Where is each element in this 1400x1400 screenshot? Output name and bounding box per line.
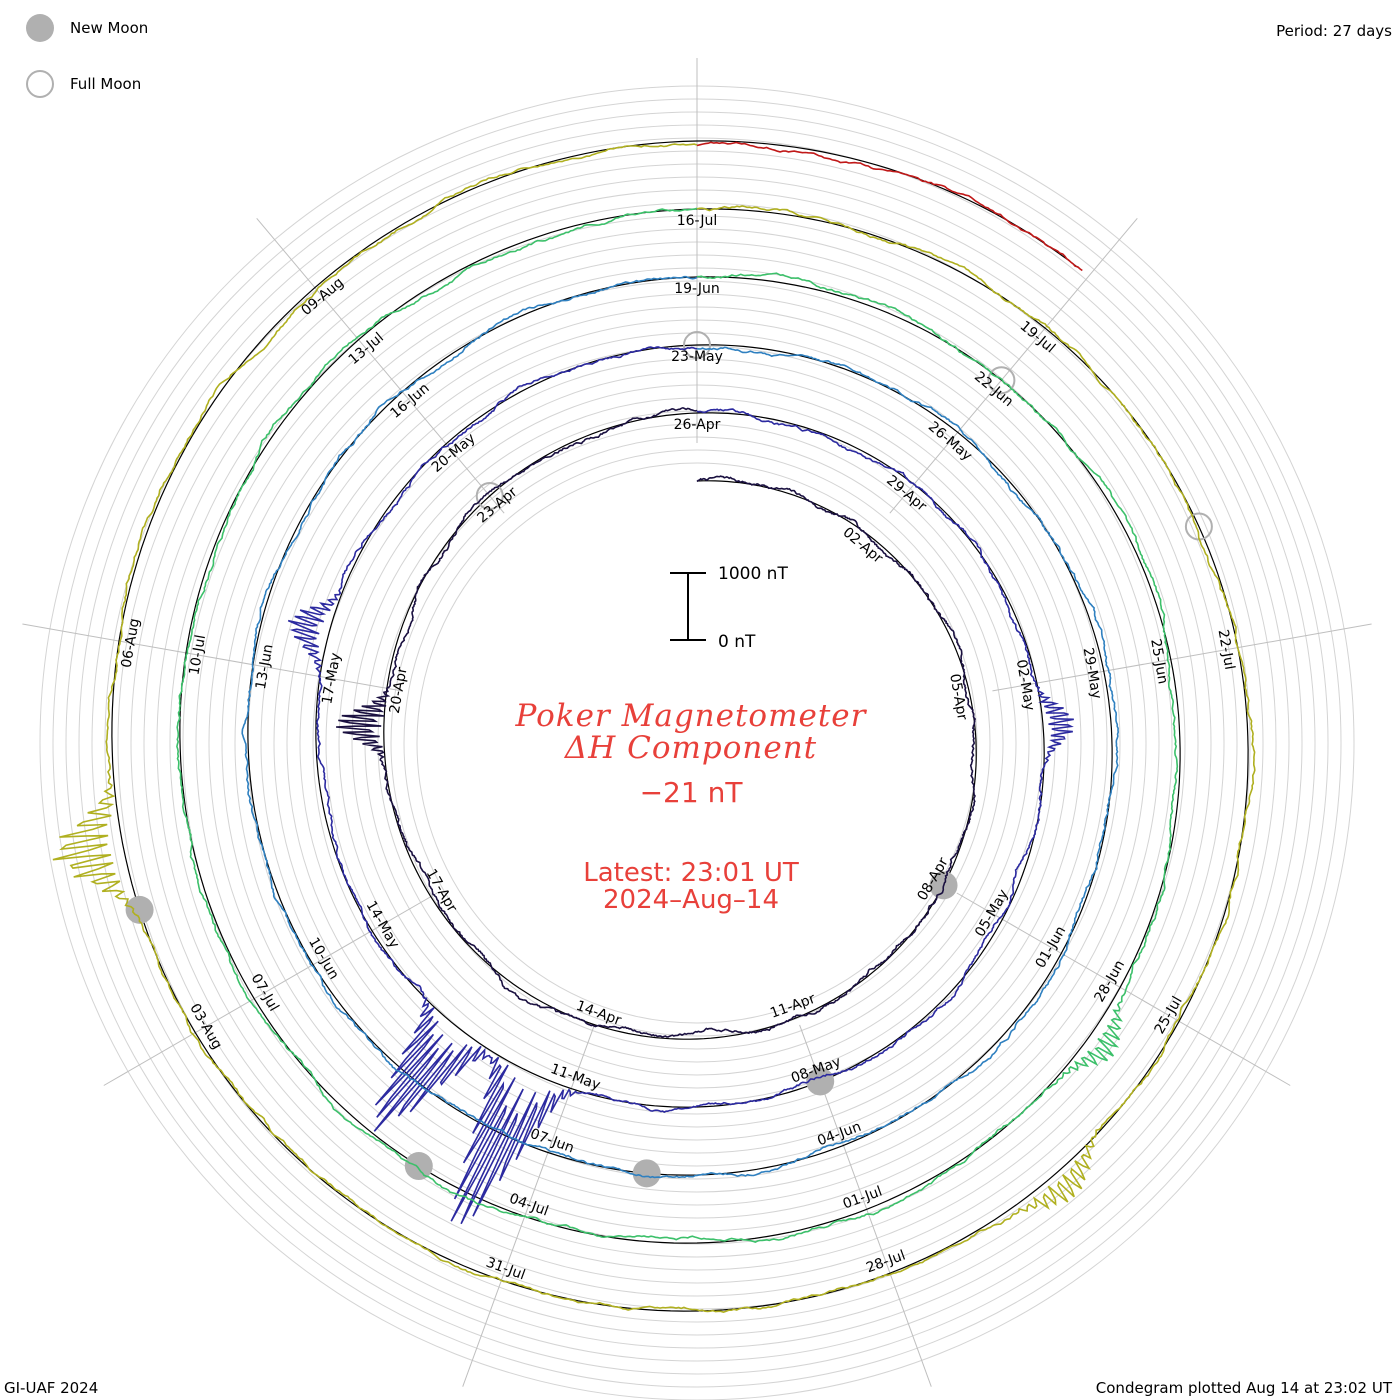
full-moon-marker-2: [987, 366, 1016, 395]
new-moon-icon: [26, 14, 54, 42]
date-label-40: 31-Jul: [484, 1255, 528, 1284]
spoke-0: [889, 217, 1138, 514]
date-label-4: 14-Apr: [574, 998, 624, 1029]
full-moon-marker-1: [683, 331, 711, 359]
full-moon-marker-0: [475, 481, 504, 510]
new-moon-label: New Moon: [70, 19, 149, 37]
baseline-path: [111, 140, 1249, 1312]
date-label-20: 01-Jun: [1033, 924, 1070, 971]
scale-bar-top-label: 1000 nT: [718, 564, 788, 584]
trace-rotation-3: [176, 207, 1179, 1243]
full-moon-icon: [26, 70, 54, 98]
date-label-18: 26-May: [925, 419, 975, 465]
spoke-4: [462, 1024, 595, 1387]
date-label-23: 10-Jun: [305, 935, 342, 982]
date-label-21: 04-Jun: [815, 1119, 863, 1150]
spoke-5: [103, 892, 438, 1086]
new-moon-marker-4: [125, 895, 154, 924]
trace-rotation-4: [52, 143, 1256, 1313]
footer-credit: GI-UAF 2024: [4, 1379, 99, 1397]
new-moon-marker-3: [404, 1152, 433, 1181]
legend-full-moon: Full Moon: [26, 68, 141, 100]
date-label-8: 26-Apr: [674, 417, 721, 433]
latest-info: Latest: 23:01 UT 2024–Aug–14: [0, 860, 1382, 914]
trace-rotation-5: [696, 141, 1083, 272]
grid-ring-0: [416, 462, 978, 1024]
spoke-6: [22, 623, 402, 692]
radial-spokes: [22, 58, 1372, 1387]
current-value: −21 nT: [0, 778, 1382, 808]
trace-rotation-1: [287, 346, 1074, 1225]
period-label: Period: 27 days: [1276, 22, 1392, 40]
date-label-24: 13-Jun: [253, 643, 277, 691]
spoke-1: [992, 623, 1372, 692]
footer-plotted: Condegram plotted Aug 14 at 23:02 UT: [1095, 1379, 1392, 1397]
date-label-37: 22-Jul: [1215, 628, 1238, 671]
trace-rotation-2: [241, 275, 1120, 1179]
title-line-2: ΔH Component: [564, 730, 818, 766]
date-label-33: 10-Jul: [186, 634, 209, 677]
chart-title: Poker Magnetometer ΔH Component: [0, 700, 1382, 764]
latest-time: Latest: 23:01 UT: [583, 858, 799, 888]
date-label-17: 23-May: [671, 349, 723, 365]
title-line-1: Poker Magnetometer: [515, 698, 867, 734]
date-label-35: 16-Jul: [677, 213, 718, 229]
grid-ring-1: [403, 449, 991, 1037]
spoke-7: [256, 217, 505, 514]
date-label-26: 19-Jun: [674, 281, 720, 297]
latest-date: 2024–Aug–14: [602, 885, 780, 915]
new-moon-marker-2: [632, 1159, 661, 1188]
date-label-34: 13-Jul: [346, 330, 387, 368]
baseline-spiral: [111, 140, 1249, 1312]
full-moon-label: Full Moon: [70, 75, 142, 93]
spoke-2: [956, 892, 1291, 1086]
scale-bar: 1000 nT 0 nT: [670, 564, 788, 652]
data-traces: [52, 141, 1256, 1313]
current-value-text: −21 nT: [639, 776, 743, 809]
date-label-28: 25-Jun: [1147, 638, 1171, 686]
date-label-32: 07-Jul: [248, 971, 282, 1014]
scale-bar-bottom-label: 0 nT: [718, 632, 756, 652]
trace-rotation-0: [336, 406, 977, 1038]
legend-new-moon: New Moon: [26, 12, 148, 44]
